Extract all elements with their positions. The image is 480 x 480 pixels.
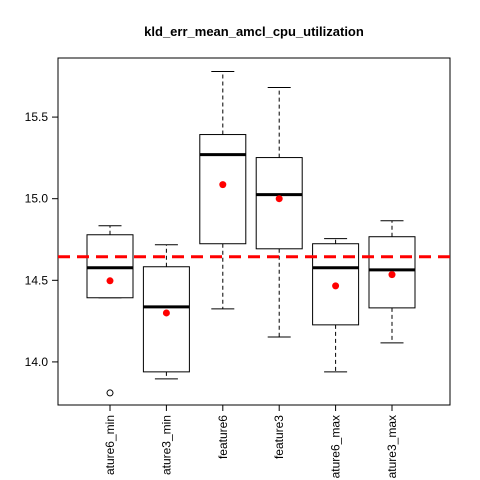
plot-frame: [57, 57, 451, 406]
y-tick-label: 14.0: [25, 355, 49, 369]
x-tick-label: ature3_min: [159, 415, 173, 475]
box: [255, 157, 303, 250]
mean-point: [332, 282, 340, 290]
x-tick-label: feature6: [216, 415, 230, 459]
mean-point: [162, 309, 170, 317]
box: [199, 134, 247, 245]
mean-point: [219, 181, 227, 189]
outlier: [106, 389, 114, 397]
chart-title: kld_err_mean_amcl_cpu_utilization: [144, 24, 364, 39]
x-tick-label: feature3: [272, 415, 286, 459]
y-tick-label: 14.5: [25, 273, 49, 287]
mean-point: [388, 271, 396, 279]
x-tick-label: ature6_max: [329, 415, 343, 478]
y-tick-label: 15.0: [25, 192, 49, 206]
mean-point: [275, 195, 283, 203]
x-tick-label: ature6_min: [103, 415, 117, 475]
mean-point: [106, 277, 114, 285]
x-tick-label: ature3_max: [385, 415, 399, 478]
box: [142, 266, 190, 373]
y-tick-label: 15.5: [25, 110, 49, 124]
